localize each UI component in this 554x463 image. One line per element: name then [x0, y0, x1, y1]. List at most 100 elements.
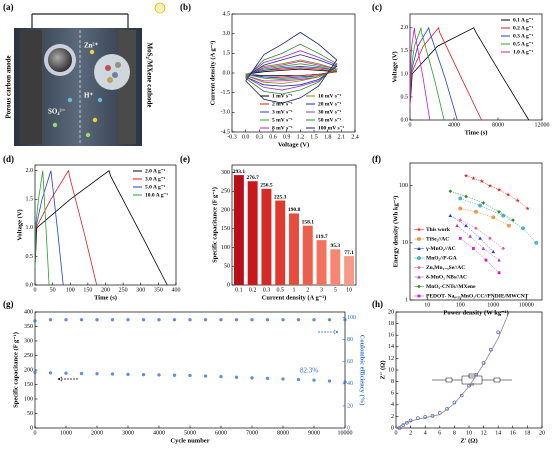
- ion-label: SO₄²⁻: [48, 108, 66, 116]
- y2-tick-label: 40: [347, 381, 353, 387]
- marker: [525, 206, 530, 211]
- marker: [417, 294, 421, 298]
- marker: [515, 198, 520, 203]
- y-tick-label: 0.0: [223, 70, 231, 76]
- y-tick-label: 16: [388, 333, 394, 339]
- series-line: [460, 219, 504, 249]
- y-tick-label: -4.5: [221, 129, 231, 135]
- y-tick-label: 12: [388, 356, 394, 362]
- y-tick-label: 300: [24, 338, 33, 344]
- marker: [474, 226, 478, 231]
- y-tick-label: 150: [24, 382, 33, 388]
- schematic: Porous carbon anode MoS₂/MXene cathode Z…: [5, 2, 166, 146]
- bar: [344, 256, 355, 285]
- x-tick-label: 0: [409, 122, 412, 128]
- plot-frame: [34, 311, 346, 429]
- x-tick-label: 4000: [448, 122, 460, 128]
- marker: [481, 201, 486, 205]
- marker: [484, 258, 488, 262]
- series-line: [245, 59, 338, 84]
- series-line: [34, 170, 168, 286]
- marker: [219, 318, 223, 322]
- anode: [20, 30, 42, 144]
- x-tick-label: 100: [456, 302, 465, 308]
- y2-tick-label: 60: [347, 359, 353, 365]
- ion: [97, 97, 103, 103]
- y2-tick-label: 80: [347, 337, 353, 343]
- legend-label: γ-MnO₂//AC: [425, 246, 456, 252]
- marker: [416, 227, 422, 232]
- legend-label: 0.1 A g⁻¹: [513, 17, 534, 23]
- marker: [417, 275, 421, 279]
- series-line: [245, 54, 338, 87]
- x-tick-label: 0.3: [263, 287, 271, 293]
- bar: [233, 175, 244, 285]
- plot-frame: [409, 162, 543, 301]
- series-line: [409, 26, 458, 121]
- y-tick-label: 1.5: [401, 48, 409, 54]
- marker: [464, 194, 468, 199]
- bar: [330, 249, 341, 285]
- marker: [471, 246, 475, 250]
- y-tick-label: 0.5: [26, 254, 34, 260]
- legend-label: 10.0 A g⁻¹: [145, 192, 168, 198]
- x-tick-label: 2: [409, 430, 412, 436]
- marker: [203, 318, 208, 322]
- anode-label: Porous carbon anode: [5, 55, 13, 118]
- marker: [417, 246, 421, 250]
- y-tick-label: 1.0: [26, 225, 34, 231]
- y2-axis-label: Coulombic efficiency (%): [359, 335, 366, 406]
- x-tick-label: 100: [66, 287, 75, 293]
- value-label: 95.3: [331, 243, 341, 249]
- marker: [265, 318, 270, 322]
- marker: [478, 203, 483, 208]
- legend-label: 2 mV s⁻¹: [272, 101, 293, 107]
- y-tick-label: 8: [391, 379, 394, 385]
- legend-label: δ-MnO₂ NBs//AC: [426, 274, 467, 280]
- y-tick-label: 18: [388, 321, 394, 327]
- x-tick-label: -0.3: [227, 134, 237, 140]
- x-tick-label: 0.1: [235, 287, 243, 293]
- value-label: 293.1: [233, 169, 246, 175]
- x-tick-label: 400: [172, 287, 181, 293]
- marker: [405, 420, 409, 425]
- x-tick-label: 3: [320, 287, 323, 293]
- legend-label: 3.0 A g⁻¹: [145, 176, 166, 182]
- ion: [67, 97, 73, 103]
- series-line: [409, 27, 530, 121]
- series-line: [245, 43, 338, 95]
- marker: [157, 373, 161, 377]
- y-axis-label: Specific capacitance (F g⁻¹): [12, 332, 19, 408]
- y-axis-label: Voltage (V): [16, 209, 23, 240]
- x-tick-label: 200: [101, 287, 110, 293]
- marker: [141, 318, 146, 322]
- circuit-wire: [432, 375, 512, 385]
- y-tick-label: 300: [221, 170, 230, 176]
- marker: [33, 319, 37, 323]
- marker: [448, 189, 453, 194]
- value-label: 158.1: [302, 219, 315, 225]
- marker: [417, 284, 421, 289]
- ion: [52, 122, 58, 128]
- marker: [417, 237, 421, 241]
- marker: [448, 213, 453, 218]
- value-label: 77.1: [344, 250, 354, 256]
- legend-label: PEDOT- Na₀.₅₅MnO₂/CC//PNDIE/MWCNT: [426, 293, 529, 299]
- panel-label: (h): [372, 299, 383, 309]
- y-tick-label: 1.5: [26, 197, 34, 203]
- legend-label: ZnₓMn₁₋ₓSe//AC: [426, 265, 465, 271]
- marker: [250, 376, 254, 380]
- y2-tick-label: 20: [347, 403, 353, 409]
- marker: [95, 372, 99, 376]
- marker: [497, 209, 501, 214]
- y-tick-label: -1.5: [221, 90, 231, 96]
- marker: [79, 371, 84, 376]
- x-tick-label: 2.1: [338, 134, 346, 140]
- marker: [172, 318, 177, 322]
- y-tick-label: 50: [224, 264, 230, 270]
- value-label: 256.5: [260, 183, 273, 189]
- marker: [343, 380, 347, 384]
- marker: [471, 175, 476, 181]
- x-tick-label: 4: [424, 430, 427, 436]
